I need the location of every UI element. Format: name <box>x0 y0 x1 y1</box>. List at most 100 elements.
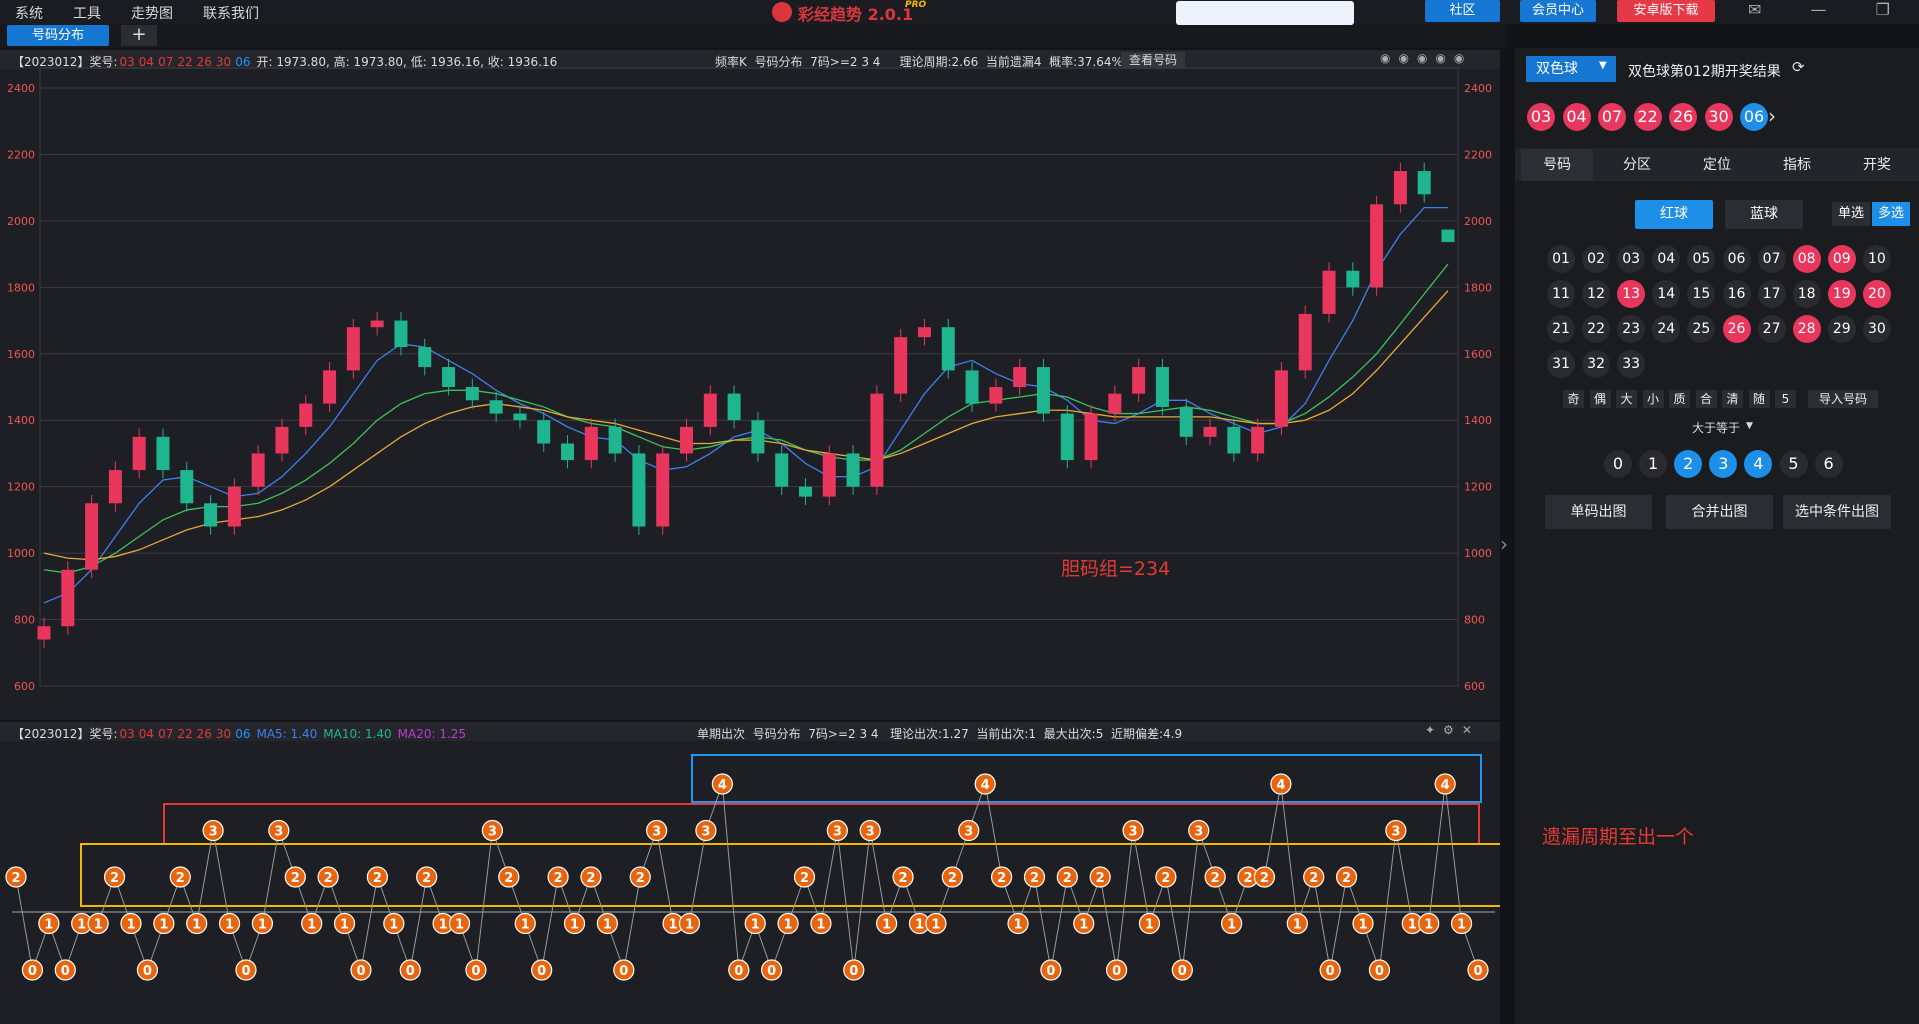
action-button[interactable]: 合并出图 <box>1666 495 1773 529</box>
ball <box>596 912 618 935</box>
candle-body <box>822 453 836 497</box>
sidebar-tab[interactable]: 定位 <box>1703 157 1731 173</box>
digit-ball[interactable]: 6 <box>1814 450 1843 478</box>
number-ball[interactable]: 22 <box>1582 315 1611 343</box>
menu-item[interactable]: 工具 <box>73 6 101 22</box>
result-red-ball[interactable]: 04 <box>1562 103 1591 131</box>
number-ball[interactable]: 25 <box>1687 315 1716 343</box>
filter[interactable]: 奇 <box>1563 390 1584 408</box>
candle-body <box>965 370 979 404</box>
number-ball[interactable]: 15 <box>1687 280 1716 308</box>
digit-ball[interactable]: 1 <box>1639 450 1668 478</box>
menu-item[interactable]: 系统 <box>15 6 43 22</box>
number-ball[interactable]: 28 <box>1792 315 1821 343</box>
filter[interactable]: 清 <box>1722 390 1743 408</box>
number-ball[interactable]: 16 <box>1722 280 1751 308</box>
compare-select[interactable]: 大于等于 <box>1692 421 1741 435</box>
number-ball[interactable]: 11 <box>1547 280 1575 308</box>
ball <box>153 912 175 935</box>
ball-label: 2 <box>504 871 513 886</box>
refresh[interactable]: ⟳ <box>1792 58 1805 76</box>
number-ball[interactable]: 10 <box>1862 245 1891 273</box>
number-ball[interactable]: 18 <box>1792 280 1821 308</box>
action-button[interactable]: 选中条件出图 <box>1783 495 1891 529</box>
view-button[interactable]: 查看号码 <box>1121 52 1185 69</box>
panel-icons[interactable]: ◉◉◉◉◉ <box>1380 51 1473 65</box>
select-mode[interactable]: 单选 <box>1832 202 1870 226</box>
number-ball[interactable]: 29 <box>1827 315 1856 343</box>
number-ball[interactable]: 09 <box>1827 245 1856 273</box>
result-red-ball[interactable]: 26 <box>1669 103 1697 131</box>
ball-type[interactable]: 蓝球 <box>1725 200 1803 229</box>
number-ball[interactable]: 07 <box>1757 245 1786 273</box>
sidebar-tab[interactable]: 分区 <box>1623 157 1651 173</box>
ball-label: 0 <box>471 964 480 979</box>
result-red-ball[interactable]: 03 <box>1527 103 1555 131</box>
number-ball[interactable]: 02 <box>1582 245 1611 273</box>
number-ball[interactable]: 26 <box>1722 315 1751 343</box>
tab[interactable]: 号码分布 <box>7 25 109 46</box>
ball <box>21 959 44 981</box>
number-ball[interactable]: 32 <box>1582 350 1611 378</box>
top-button[interactable]: 会员中心 <box>1520 0 1596 22</box>
action-button[interactable]: 单码出图 <box>1545 495 1652 529</box>
result-red-ball[interactable]: 07 <box>1598 103 1626 131</box>
result-blue-ball[interactable]: 06 <box>1740 103 1768 131</box>
top-button[interactable]: 安卓版下载 <box>1617 0 1715 22</box>
filter[interactable]: 偶 <box>1589 390 1611 408</box>
number-ball[interactable]: 14 <box>1652 280 1681 308</box>
sidebar-tab[interactable]: 号码 <box>1521 149 1593 181</box>
sidebar-tab[interactable]: 开奖 <box>1863 157 1891 173</box>
window-controls[interactable]: ✉ — ❐ ⏻ <box>1748 0 1919 19</box>
result-red-ball[interactable]: 22 <box>1633 103 1662 131</box>
collapse-arrow[interactable]: › <box>1500 532 1508 556</box>
digit-ball[interactable]: 4 <box>1744 450 1773 478</box>
number-ball[interactable]: 04 <box>1652 245 1681 273</box>
number-ball[interactable]: 24 <box>1652 315 1681 343</box>
number-ball[interactable]: 33 <box>1617 350 1646 378</box>
sidebar-tab[interactable]: 指标 <box>1783 157 1811 173</box>
digit-ball[interactable]: 5 <box>1779 450 1808 478</box>
more: › <box>1768 104 1776 128</box>
filter[interactable]: 大 <box>1616 390 1637 408</box>
ball <box>1023 866 1046 888</box>
candle-body <box>1251 426 1265 454</box>
number-ball[interactable]: 17 <box>1757 280 1786 308</box>
menu-item[interactable]: 联系我们 <box>203 6 259 22</box>
menu-item[interactable]: 走势图 <box>131 6 173 22</box>
filter[interactable]: 随 <box>1748 390 1770 408</box>
number-ball[interactable]: 23 <box>1617 315 1646 343</box>
filter[interactable]: 合 <box>1695 390 1717 408</box>
select-mode[interactable]: 多选 <box>1872 202 1910 226</box>
number-ball[interactable]: 06 <box>1722 245 1751 273</box>
ball <box>1188 819 1210 842</box>
candle-body <box>37 626 51 640</box>
lower-panel-icons[interactable]: ✦⚙✕ <box>1425 723 1480 737</box>
number-ball[interactable]: 27 <box>1757 315 1786 343</box>
number-ball[interactable]: 13 <box>1617 280 1646 308</box>
digit-ball[interactable]: 0 <box>1604 450 1632 478</box>
import-button[interactable]: 导入号码 <box>1808 390 1878 408</box>
filter[interactable]: 5 <box>1775 390 1796 408</box>
number-ball[interactable]: 03 <box>1617 245 1646 273</box>
candle-body <box>1227 426 1241 454</box>
number-ball[interactable]: 31 <box>1547 350 1575 378</box>
lottery-select[interactable]: 双色球 <box>1526 56 1616 82</box>
number-ball[interactable]: 05 <box>1687 245 1716 273</box>
filter[interactable]: 质 <box>1669 390 1690 408</box>
digit-ball[interactable]: 3 <box>1709 450 1738 478</box>
top-button[interactable]: 社区 <box>1425 0 1500 22</box>
ball-label: 1 <box>1358 918 1367 933</box>
digit-ball[interactable]: 2 <box>1674 450 1703 478</box>
ball-type[interactable]: 红球 <box>1635 200 1713 229</box>
number-ball[interactable]: 19 <box>1827 280 1856 308</box>
number-ball[interactable]: 12 <box>1582 280 1611 308</box>
y-tick-label: 2200 <box>1464 148 1492 161</box>
number-ball[interactable]: 20 <box>1862 280 1891 308</box>
number-ball[interactable]: 01 <box>1547 245 1575 273</box>
number-ball[interactable]: 30 <box>1862 315 1891 343</box>
result-red-ball[interactable]: 30 <box>1704 103 1733 131</box>
number-ball[interactable]: 21 <box>1547 315 1575 343</box>
filter[interactable]: 小 <box>1642 390 1664 408</box>
number-ball[interactable]: 08 <box>1792 245 1821 273</box>
